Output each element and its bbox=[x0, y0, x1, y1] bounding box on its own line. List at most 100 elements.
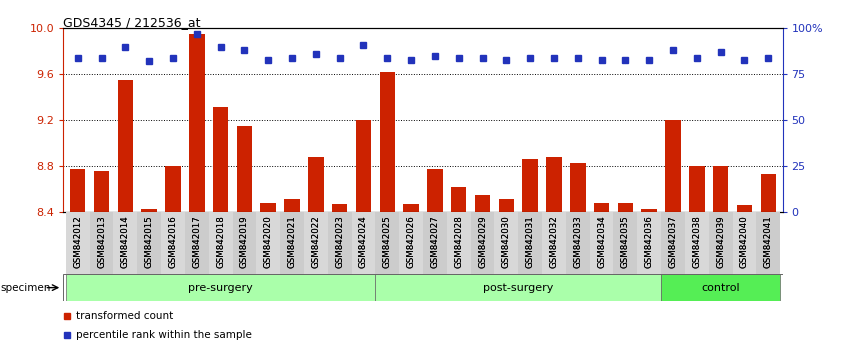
Text: GSM842022: GSM842022 bbox=[311, 216, 321, 268]
Text: GSM842021: GSM842021 bbox=[288, 216, 297, 268]
Bar bbox=[256, 212, 280, 274]
Bar bbox=[304, 212, 327, 274]
Text: GSM842038: GSM842038 bbox=[692, 216, 701, 268]
Text: GSM842017: GSM842017 bbox=[192, 216, 201, 268]
Bar bbox=[233, 212, 256, 274]
Text: GSM842017: GSM842017 bbox=[192, 216, 201, 268]
Bar bbox=[355, 120, 371, 212]
Bar bbox=[213, 107, 228, 212]
Bar bbox=[761, 175, 776, 212]
Bar bbox=[376, 212, 399, 274]
Bar bbox=[141, 209, 157, 212]
Bar bbox=[665, 120, 681, 212]
Text: GSM842025: GSM842025 bbox=[382, 216, 392, 268]
Text: GSM842027: GSM842027 bbox=[431, 216, 439, 268]
Bar bbox=[284, 199, 299, 212]
Bar bbox=[547, 157, 562, 212]
Bar bbox=[661, 274, 780, 301]
Text: GSM842018: GSM842018 bbox=[216, 216, 225, 268]
Bar bbox=[566, 212, 590, 274]
Bar bbox=[376, 274, 661, 301]
Text: GDS4345 / 212536_at: GDS4345 / 212536_at bbox=[63, 16, 201, 29]
Bar bbox=[66, 212, 90, 274]
Bar bbox=[542, 212, 566, 274]
Bar bbox=[94, 171, 109, 212]
Text: GSM842032: GSM842032 bbox=[549, 216, 558, 268]
Text: GSM842012: GSM842012 bbox=[74, 216, 82, 268]
Text: specimen: specimen bbox=[1, 282, 52, 293]
Bar bbox=[613, 212, 637, 274]
Text: post-surgery: post-surgery bbox=[483, 282, 553, 293]
Bar bbox=[641, 209, 657, 212]
Bar bbox=[470, 212, 494, 274]
Text: GSM842041: GSM842041 bbox=[764, 216, 772, 268]
Text: GSM842039: GSM842039 bbox=[717, 216, 725, 268]
Text: GSM842019: GSM842019 bbox=[240, 216, 249, 268]
Bar bbox=[637, 212, 661, 274]
Text: GSM842034: GSM842034 bbox=[597, 216, 606, 268]
Text: GSM842012: GSM842012 bbox=[74, 216, 82, 268]
Text: GSM842024: GSM842024 bbox=[359, 216, 368, 268]
Text: GSM842016: GSM842016 bbox=[168, 216, 178, 268]
Text: GSM842021: GSM842021 bbox=[288, 216, 297, 268]
Bar bbox=[427, 169, 442, 212]
Bar bbox=[523, 159, 538, 212]
Text: GSM842022: GSM842022 bbox=[311, 216, 321, 268]
Text: GSM842036: GSM842036 bbox=[645, 216, 654, 268]
Text: GSM842029: GSM842029 bbox=[478, 216, 487, 268]
Text: GSM842038: GSM842038 bbox=[692, 216, 701, 268]
Text: GSM842041: GSM842041 bbox=[764, 216, 772, 268]
Text: GSM842015: GSM842015 bbox=[145, 216, 154, 268]
Bar bbox=[261, 203, 276, 212]
Text: GSM842037: GSM842037 bbox=[668, 216, 678, 268]
Bar bbox=[118, 80, 133, 212]
Bar bbox=[475, 195, 491, 212]
Text: GSM842019: GSM842019 bbox=[240, 216, 249, 268]
Text: GSM842013: GSM842013 bbox=[97, 216, 106, 268]
Text: pre-surgery: pre-surgery bbox=[188, 282, 253, 293]
Bar bbox=[618, 203, 633, 212]
Text: GSM842039: GSM842039 bbox=[717, 216, 725, 268]
Bar bbox=[90, 212, 113, 274]
Bar bbox=[756, 212, 780, 274]
Text: GSM842034: GSM842034 bbox=[597, 216, 606, 268]
Text: GSM842036: GSM842036 bbox=[645, 216, 654, 268]
Bar bbox=[519, 212, 542, 274]
Text: GSM842026: GSM842026 bbox=[407, 216, 415, 268]
Bar bbox=[498, 199, 514, 212]
Text: GSM842032: GSM842032 bbox=[549, 216, 558, 268]
Bar bbox=[685, 212, 709, 274]
Bar bbox=[594, 203, 609, 212]
Text: percentile rank within the sample: percentile rank within the sample bbox=[76, 330, 252, 340]
Bar bbox=[137, 212, 161, 274]
Text: GSM842027: GSM842027 bbox=[431, 216, 439, 268]
Bar bbox=[161, 212, 185, 274]
Bar bbox=[447, 212, 470, 274]
Bar bbox=[733, 212, 756, 274]
Text: GSM842023: GSM842023 bbox=[335, 216, 344, 268]
Bar bbox=[423, 212, 447, 274]
Bar bbox=[451, 187, 466, 212]
Text: GSM842015: GSM842015 bbox=[145, 216, 154, 268]
Text: GSM842035: GSM842035 bbox=[621, 216, 630, 268]
Text: GSM842031: GSM842031 bbox=[525, 216, 535, 268]
Bar bbox=[661, 212, 685, 274]
Bar bbox=[709, 212, 733, 274]
Bar bbox=[352, 212, 376, 274]
Bar bbox=[380, 72, 395, 212]
Text: GSM842040: GSM842040 bbox=[740, 216, 749, 268]
Bar bbox=[590, 212, 613, 274]
Bar bbox=[165, 166, 181, 212]
Bar bbox=[404, 204, 419, 212]
Text: GSM842029: GSM842029 bbox=[478, 216, 487, 268]
Text: GSM842016: GSM842016 bbox=[168, 216, 178, 268]
Text: GSM842031: GSM842031 bbox=[525, 216, 535, 268]
Text: GSM842025: GSM842025 bbox=[382, 216, 392, 268]
Text: GSM842033: GSM842033 bbox=[574, 216, 582, 268]
Bar bbox=[494, 212, 519, 274]
Bar bbox=[689, 166, 705, 212]
Bar bbox=[713, 166, 728, 212]
Text: GSM842023: GSM842023 bbox=[335, 216, 344, 268]
Bar bbox=[737, 205, 752, 212]
Text: GSM842020: GSM842020 bbox=[264, 216, 272, 268]
